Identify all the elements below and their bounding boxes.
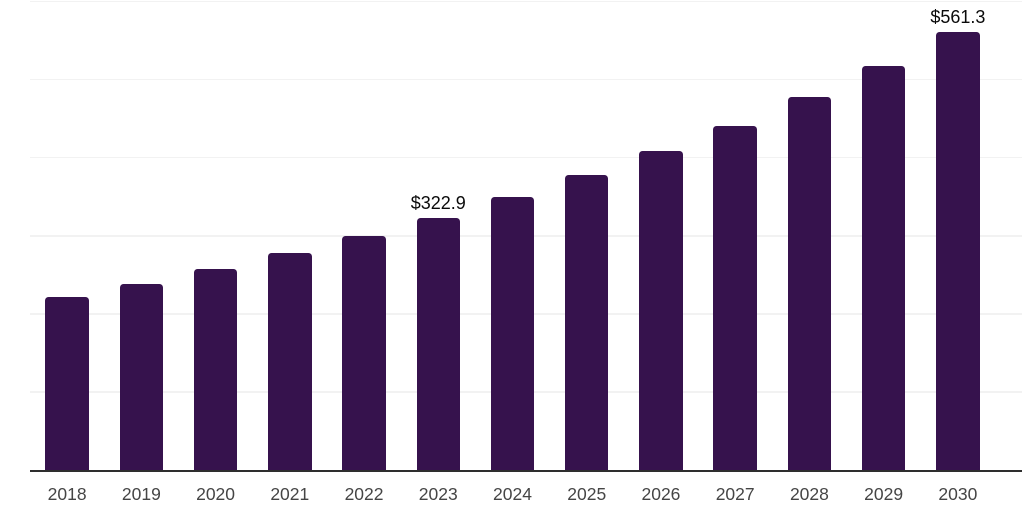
bar-2025[interactable] xyxy=(564,174,609,470)
bar-2019[interactable] xyxy=(119,284,164,470)
x-tick-label-2027: 2027 xyxy=(715,484,755,504)
x-tick-label-2020: 2020 xyxy=(196,484,236,504)
x-tick-label-2023: 2023 xyxy=(418,484,458,504)
x-tick-label-2028: 2028 xyxy=(789,484,829,504)
bar-2029[interactable] xyxy=(861,65,906,470)
x-tick-label-2030: 2030 xyxy=(938,484,978,504)
bar-2027[interactable] xyxy=(713,126,757,470)
x-tick-label-2018: 2018 xyxy=(47,484,87,504)
value-label-2023: $322.9 xyxy=(410,193,466,214)
gridline-500 xyxy=(30,78,1022,81)
value-label-2030: $561.3 xyxy=(930,6,986,27)
gridline-600 xyxy=(30,0,1022,3)
bar-2026[interactable] xyxy=(639,151,683,470)
bar-2022[interactable] xyxy=(342,235,386,470)
bar-2030[interactable] xyxy=(936,31,980,470)
x-tick-label-2019: 2019 xyxy=(121,484,161,504)
bar-2024[interactable] xyxy=(490,197,535,470)
x-tick-label-2024: 2024 xyxy=(493,484,532,504)
x-tick-label-2022: 2022 xyxy=(344,484,384,504)
x-tick-label-2029: 2029 xyxy=(864,484,904,504)
x-tick-label-2021: 2021 xyxy=(270,484,310,504)
x-axis-line xyxy=(30,470,1022,472)
x-tick-label-2026: 2026 xyxy=(641,484,681,504)
gridline-400 xyxy=(30,156,1022,159)
bar-2018[interactable] xyxy=(45,296,89,470)
x-tick-label-2025: 2025 xyxy=(567,484,607,504)
bar-2028[interactable] xyxy=(787,96,832,470)
bar-2023[interactable] xyxy=(416,217,460,470)
bar-2021[interactable] xyxy=(268,253,312,470)
bar-2020[interactable] xyxy=(193,268,238,470)
